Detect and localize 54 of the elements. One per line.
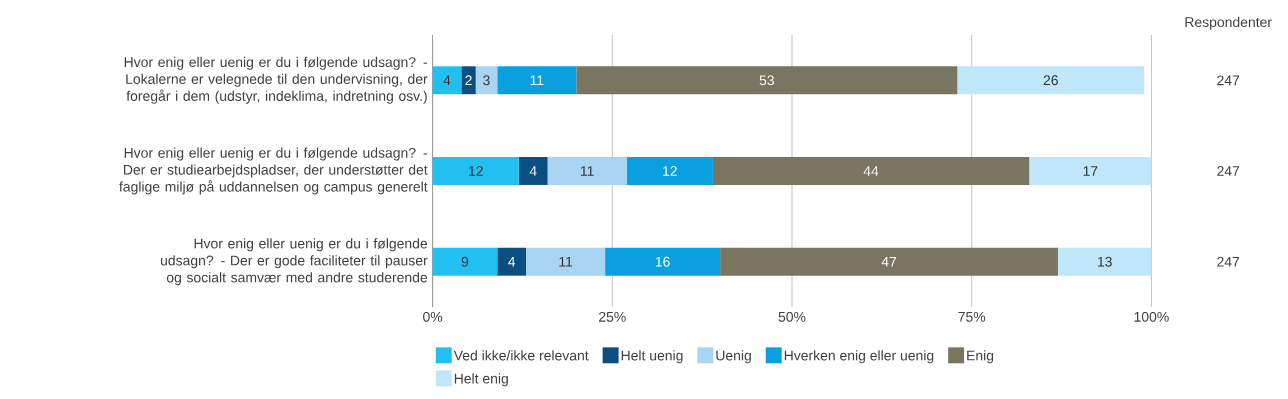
data-label: 26 [1043,75,1058,86]
x-tick-label: 50% [778,312,806,322]
bar [626,157,713,186]
data-label: 11 [530,75,544,86]
data-label: 12 [469,166,483,176]
legend-label: Helt uenig [621,350,683,364]
text: 247 [1217,75,1240,86]
text: 247 [1217,166,1240,176]
data-label: 47 [881,257,897,267]
y-tick-label: Hvor enig eller uenig er du i følgende udsagn? - Der er studiearbejdspladser, der understøtter det faglige miljø på uddannelsen og campus generelt [119,147,428,195]
legend-label: Enig [967,350,994,364]
data-label: 12 [663,166,677,176]
bar [576,66,958,95]
bar [461,66,476,95]
bar [712,157,1030,186]
bar [432,157,519,186]
text: Respondenter [1185,16,1272,30]
bar [475,66,498,95]
bar [605,247,721,276]
bar [1057,247,1152,276]
bar [497,247,527,276]
data-label: 44 [863,166,879,176]
data-label: 4 [508,257,516,267]
bar [526,247,606,276]
x-tick-label: 100% [1134,312,1169,322]
bar [432,66,462,95]
legend-label: Helt enig [454,373,508,387]
x-tick-label: 0% [423,312,443,322]
bar [547,157,627,186]
bar [957,66,1145,95]
legend-label: Uenig [716,350,751,364]
y-tick-label: Hvor enig eller uenig er du i følgende udsagn? - Lokalerne er velegnede til den undervisning, der foregår i dem (udstyr, indeklima, indretning osv.) [124,56,428,104]
bar [432,247,498,276]
bar [518,157,548,186]
y-tick-label: Hvor enig eller uenig er du i følgende udsagn? - Der er gode faciliteter til pauser og socialt samvær med andre studerende [160,238,428,286]
text: 247 [1217,256,1240,267]
data-label: 11 [580,166,594,176]
legend-label: Hverken enig eller uenig [784,350,934,364]
data-label: 9 [461,256,469,267]
data-label: 3 [483,75,490,86]
data-label: 16 [655,256,670,267]
x-tick-label: 75% [958,312,986,322]
legend-label: Ved ikke/ikke relevant [453,350,589,361]
data-label: 13 [1097,256,1112,267]
data-label: 4 [443,75,451,86]
data-label: 17 [1083,166,1098,176]
data-label: 2 [465,75,472,86]
data-label: 53 [759,75,774,86]
bar [497,66,577,95]
x-tick-label: 25% [599,312,626,322]
data-label: 4 [529,166,537,176]
data-label: 11 [559,257,573,267]
bar [720,247,1058,276]
bar [1029,157,1152,186]
